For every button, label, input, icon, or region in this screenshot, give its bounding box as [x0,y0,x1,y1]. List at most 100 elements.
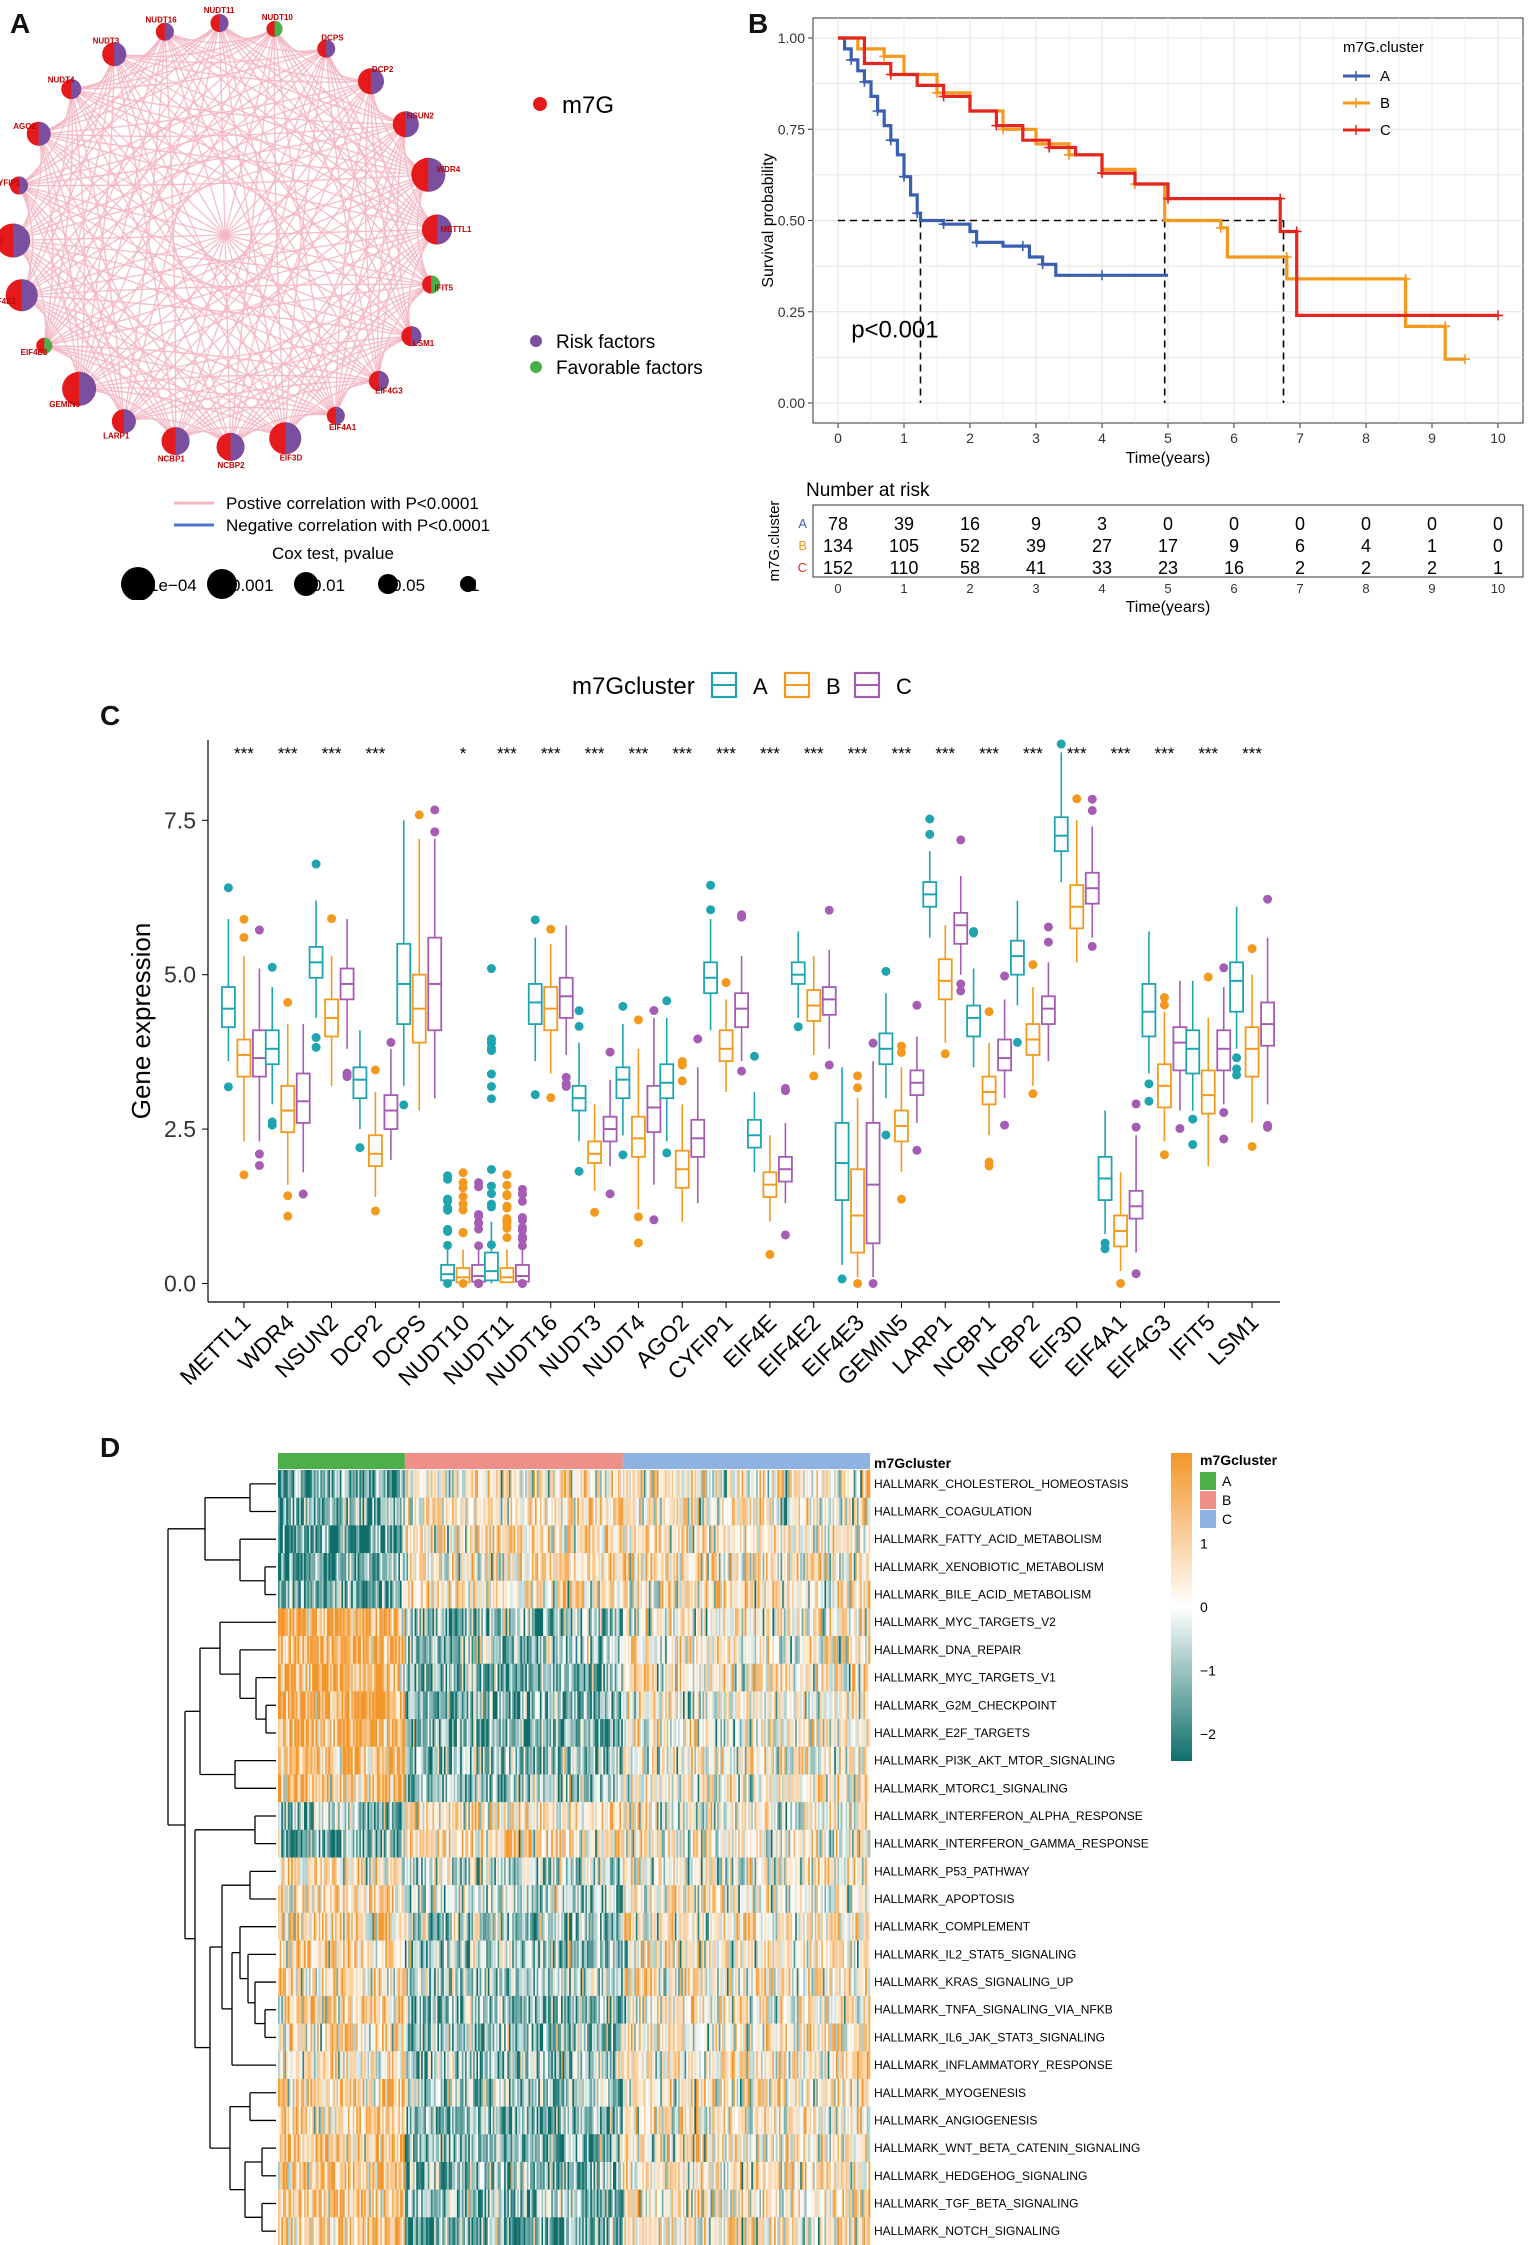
correlation-edge [335,81,372,416]
network-panel: NUDT16NUDT11NUDT10DCPSDCP2NSUN2WDR4METTL… [0,6,703,600]
node-label: NUDT16 [146,15,178,24]
correlation-edge [78,54,115,389]
correlation-edge [21,294,231,448]
node-label: DCP2 [372,65,394,74]
heatmap-row [278,1636,871,1665]
correlation-edge [21,89,72,296]
panel-label-b: B [748,8,769,39]
correlation-edge [78,335,412,390]
correlation-edge [229,174,429,448]
correlation-edge [21,294,337,417]
heatmap-row [278,1663,871,1692]
heatmap-cell [868,1525,871,1554]
correlation-edge [38,133,80,389]
correlation-edge [325,48,380,382]
correlation-edge [38,133,125,422]
heatmap-cell [868,1497,871,1526]
correlation-edge [38,133,438,231]
correlation-edge [164,31,438,231]
correlation-edge [38,133,286,439]
correlation-edge [12,28,275,242]
correlation-edge [123,406,336,422]
correlation-edge [218,23,286,439]
correlation-edge [273,28,412,337]
node-label: DCPS [321,33,344,42]
heatmap-row [278,1746,871,1775]
heatmap-cell [868,1553,871,1582]
heatmap-cell [868,1580,871,1609]
correlation-edge [18,185,80,389]
heatmap-row [278,1553,871,1582]
node-factor-half [219,14,229,33]
node-factor-half [274,20,283,37]
network-node-nudt11: NUDT11 [204,6,235,33]
correlation-edge [71,88,429,176]
heatmap-cell [868,1470,871,1498]
network-node-nsun2: NSUN2 [392,111,434,138]
correlation-edge [44,345,337,417]
correlation-edge [79,374,379,390]
correlation-edge [175,380,379,442]
correlation-edge [70,88,125,422]
heatmap-row [278,1580,871,1609]
correlation-edge [123,80,372,422]
correlation-edge [13,239,432,286]
node-factor-half [370,68,384,95]
correlation-edge [123,283,432,422]
node-label: NUDT11 [204,6,235,15]
correlation-edge [174,48,327,442]
annotation-cluster-a [278,1453,405,1469]
network-node-dcp2: DCP2 [357,65,394,95]
network-edges [12,22,438,448]
correlation-edge [38,133,177,442]
correlation-edge [21,228,437,296]
correlation-edge [71,48,327,90]
node-factor-half [326,39,336,58]
correlation-edge [18,184,412,337]
correlation-edge [43,174,429,347]
correlation-edge [43,89,73,346]
correlation-edge [38,80,372,135]
correlation-edge [114,28,275,58]
correlation-edge [70,88,432,286]
correlation-edge [70,88,438,231]
annotation-label: m7Gcluster [874,1455,952,1471]
panel-label-d: D [100,1432,121,1463]
correlation-edge [12,240,125,422]
heatmap-annotation-bar: m7Gcluster [278,1453,952,1471]
correlation-edge [123,335,412,422]
network-node-nudt16: NUDT16 [146,15,178,41]
correlation-edge [12,239,286,439]
node-factor-half [164,22,174,41]
correlation-edge [43,54,115,347]
correlation-edge [71,28,275,90]
correlation-edge [113,53,337,417]
correlation-edge [18,185,232,448]
correlation-edge [21,294,177,442]
heatmap-cell [868,1608,871,1637]
correlation-edge [12,54,115,241]
correlation-edge [113,53,432,286]
heatmap-row [278,1525,871,1554]
correlation-edge [113,53,232,448]
correlation-edge [113,53,412,337]
panel-label-c: C [100,700,121,731]
correlation-edge [284,123,407,439]
heatmap-dendrogram [167,1483,276,2232]
annotation-cluster-c [622,1453,870,1469]
correlation-edge [21,54,115,296]
panel-label-a: A [10,8,31,39]
heatmap-row [278,1719,871,1748]
correlation-edge [18,185,125,422]
correlation-edge [70,89,86,389]
heatmap-cell [868,1719,871,1748]
correlation-edge [43,31,166,347]
correlation-edge [113,53,438,231]
correlation-edge [70,88,337,417]
correlation-edge [18,185,177,442]
correlation-edge [18,48,327,187]
correlation-edge [70,88,286,439]
heatmap-cell [868,1663,871,1692]
network-node-nudt10: NUDT10 [262,13,293,37]
